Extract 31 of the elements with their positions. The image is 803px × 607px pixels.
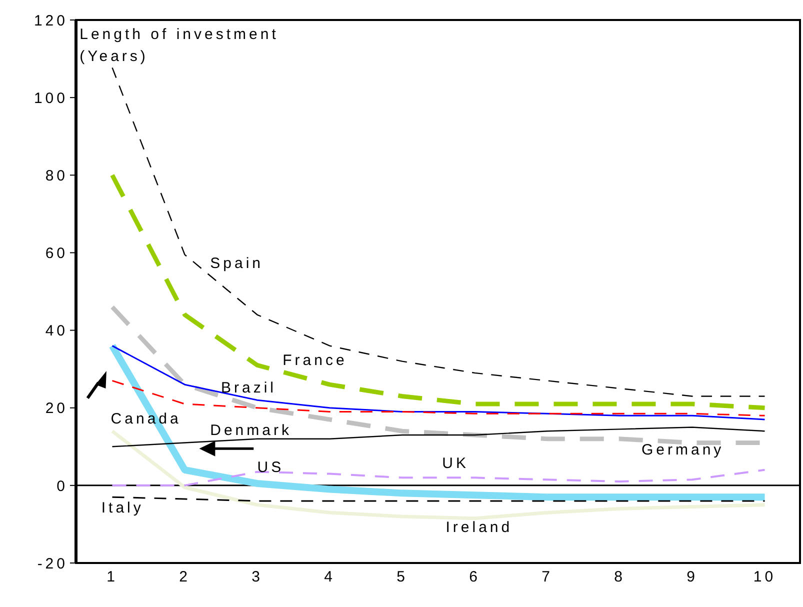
series-label: Brazil [221, 379, 277, 396]
y-tick-label: 0 [56, 478, 68, 495]
x-tick-label: 4 [324, 568, 336, 586]
x-tick-label: 3 [252, 568, 263, 586]
series-label: Canada [110, 410, 182, 428]
y-tick-label: 120 [34, 12, 68, 30]
y-axis-title: Length of investment (Years) [80, 24, 280, 67]
y-tick-label: 100 [34, 90, 68, 107]
x-tick-label: 5 [396, 568, 408, 586]
series-label: Spain [210, 255, 264, 272]
y-tick-label: 40 [45, 322, 68, 340]
y-tick-label: 80 [45, 167, 68, 184]
series-label: UK [442, 454, 469, 472]
y-tick-label: -20 [37, 555, 68, 572]
y-tick-label: 20 [45, 400, 68, 418]
x-tick-label: 7 [542, 568, 553, 586]
x-tick-label: 9 [686, 568, 698, 586]
series-label: Italy [101, 500, 144, 517]
line-series [112, 67, 766, 397]
x-tick-label: 8 [614, 568, 626, 586]
x-tick-label: 10 [753, 568, 776, 586]
y-tick-label: 60 [45, 245, 68, 262]
x-tick-label: 6 [469, 568, 480, 586]
x-tick-label: 1 [106, 568, 118, 586]
series-label: Germany [642, 441, 724, 458]
series-label: US [257, 458, 284, 476]
line-series [110, 172, 767, 410]
x-tick-label: 2 [179, 568, 190, 586]
series-label: France [282, 352, 348, 370]
series-label: Ireland [446, 518, 513, 536]
series-label: Denmark [210, 422, 292, 440]
